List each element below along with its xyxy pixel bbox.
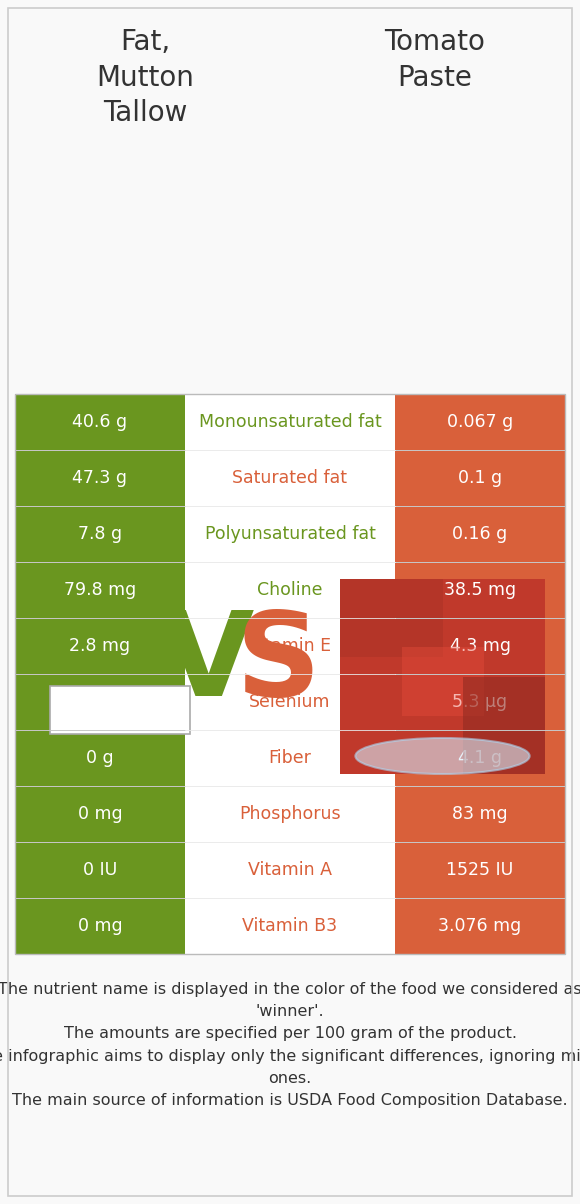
Bar [185,562,395,618]
Bar [15,786,185,842]
Bar [340,579,443,657]
Text: 83 mg: 83 mg [452,805,508,824]
Text: 47.3 g: 47.3 g [72,470,128,486]
Bar [185,618,395,674]
Bar [185,394,395,450]
Text: Vitamin E: Vitamin E [248,637,332,655]
Bar [395,786,565,842]
Bar [15,394,565,954]
Bar [395,394,565,450]
Bar [395,562,565,618]
Bar [185,674,395,730]
Bar [50,686,190,734]
Bar [15,394,185,450]
Bar [15,450,185,506]
Ellipse shape [356,738,530,774]
Bar [395,842,565,898]
Text: 5.3 μg: 5.3 μg [452,694,508,712]
Text: 7.8 g: 7.8 g [78,525,122,543]
Text: The nutrient name is displayed in the color of the food we considered as
'winner: The nutrient name is displayed in the co… [0,982,580,1108]
Text: 4.3 mg: 4.3 mg [450,637,510,655]
Bar [185,730,395,786]
Text: Saturated fat: Saturated fat [233,470,347,486]
Bar [185,506,395,562]
Text: 1525 IU: 1525 IU [447,861,514,879]
Bar [395,506,565,562]
Text: Polyunsaturated fat: Polyunsaturated fat [205,525,375,543]
Bar [185,786,395,842]
Text: Fat,
Mutton
Tallow: Fat, Mutton Tallow [96,28,194,128]
Text: 0 g: 0 g [86,749,114,767]
Text: 3.076 mg: 3.076 mg [438,917,521,936]
Text: 0.2 μg: 0.2 μg [72,694,128,712]
Text: 0 IU: 0 IU [83,861,117,879]
Text: Monounsaturated fat: Monounsaturated fat [198,413,382,431]
Bar [395,618,565,674]
Bar [395,898,565,954]
Text: Vitamin B3: Vitamin B3 [242,917,338,936]
Bar [185,842,395,898]
Bar [15,730,185,786]
Text: Vitamin A: Vitamin A [248,861,332,879]
Bar [15,842,185,898]
Text: 0.16 g: 0.16 g [452,525,508,543]
Text: S: S [235,607,321,721]
Bar [185,898,395,954]
Bar [395,450,565,506]
Text: 0.1 g: 0.1 g [458,470,502,486]
Text: Phosphorus: Phosphorus [239,805,341,824]
Bar [15,674,185,730]
Bar [15,506,185,562]
Bar [463,677,545,774]
Text: Selenium: Selenium [249,694,331,712]
Text: 0 mg: 0 mg [78,917,122,936]
Bar [340,579,545,774]
Bar [395,674,565,730]
Text: 79.8 mg: 79.8 mg [64,582,136,600]
Bar [15,898,185,954]
Bar [395,730,565,786]
Text: V: V [162,607,253,721]
Bar [185,450,395,506]
Text: 4.1 g: 4.1 g [458,749,502,767]
Bar [401,648,484,715]
Bar [15,618,185,674]
Text: 0 mg: 0 mg [78,805,122,824]
Text: Fiber: Fiber [269,749,311,767]
Text: Choline: Choline [258,582,322,600]
Text: 2.8 mg: 2.8 mg [70,637,130,655]
Text: 0.067 g: 0.067 g [447,413,513,431]
Text: 38.5 mg: 38.5 mg [444,582,516,600]
Text: 40.6 g: 40.6 g [72,413,128,431]
Bar [15,562,185,618]
Text: Tomato
Paste: Tomato Paste [385,28,485,92]
